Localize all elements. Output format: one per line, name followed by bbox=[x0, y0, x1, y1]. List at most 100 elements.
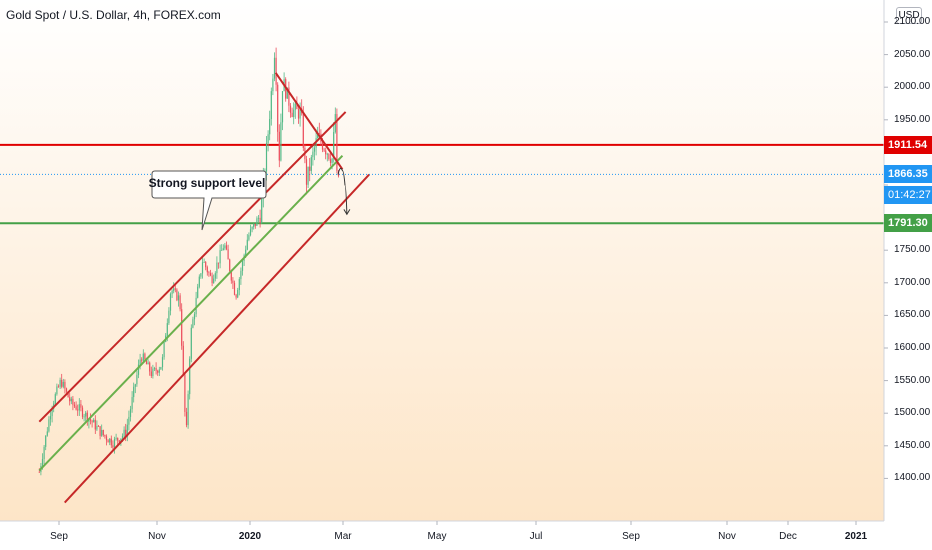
candle-body bbox=[280, 122, 282, 161]
candle-body bbox=[237, 290, 239, 298]
x-tick-label: May bbox=[427, 531, 447, 542]
candle-body bbox=[62, 381, 64, 387]
candle-body bbox=[329, 159, 332, 163]
candle-body bbox=[261, 197, 263, 224]
candle-body bbox=[331, 158, 333, 163]
candle-body bbox=[141, 359, 143, 361]
candle-body bbox=[297, 109, 300, 119]
candle-body bbox=[83, 416, 85, 418]
candle-body bbox=[310, 157, 312, 171]
candle-body bbox=[177, 295, 180, 301]
candle-body bbox=[137, 364, 140, 375]
x-tick-label: Sep bbox=[622, 531, 640, 542]
candle-body bbox=[112, 445, 114, 448]
descending-resistance-line bbox=[274, 72, 344, 170]
candle-body bbox=[307, 166, 309, 185]
candle-body bbox=[217, 262, 220, 264]
candle-body bbox=[72, 398, 74, 405]
candle-body bbox=[245, 249, 247, 256]
candle-body bbox=[97, 426, 100, 427]
candle-body bbox=[302, 113, 304, 148]
candle-body bbox=[286, 87, 288, 99]
callout-text: Strong support level bbox=[148, 176, 266, 190]
candle-body bbox=[305, 159, 308, 185]
candle-body bbox=[67, 391, 69, 398]
candle-body bbox=[200, 273, 202, 277]
candle-body bbox=[253, 223, 255, 227]
resistance-level-badge: 1911.54 bbox=[884, 135, 932, 154]
candle-body bbox=[73, 404, 76, 407]
candle-body bbox=[219, 250, 221, 264]
candle-body bbox=[336, 114, 338, 171]
candle-body bbox=[326, 153, 328, 155]
candle-body bbox=[197, 286, 199, 298]
candle-body bbox=[299, 108, 301, 119]
y-tick-label: 1450.00 bbox=[894, 439, 931, 451]
candle-body bbox=[91, 420, 93, 423]
candle-body bbox=[272, 78, 274, 92]
candle-body bbox=[281, 91, 284, 123]
candle-body bbox=[109, 438, 111, 443]
candle-body bbox=[206, 267, 208, 273]
bar-countdown-badge: 01:42:27 bbox=[884, 186, 932, 205]
candle-body bbox=[56, 386, 58, 395]
candle-body bbox=[123, 429, 125, 436]
candle-body bbox=[125, 429, 127, 437]
callout[interactable] bbox=[151, 170, 267, 231]
candle-body bbox=[78, 404, 80, 411]
y-tick-label: 2000.00 bbox=[894, 81, 931, 93]
callout-bubble[interactable] bbox=[151, 170, 267, 231]
candle-body bbox=[152, 368, 154, 376]
y-tick-label: 1400.00 bbox=[894, 472, 931, 484]
candle-body bbox=[256, 218, 258, 226]
candle-body bbox=[61, 379, 63, 387]
candle-body bbox=[48, 419, 50, 432]
candle-body bbox=[166, 323, 168, 336]
candle-body bbox=[333, 132, 335, 159]
y-tick-label: 2050.00 bbox=[894, 48, 931, 60]
candle-body bbox=[198, 276, 200, 287]
candle-body bbox=[101, 430, 103, 436]
candle-body bbox=[136, 374, 138, 385]
trend-lines[interactable] bbox=[38, 72, 370, 504]
price-scale-background bbox=[884, 0, 932, 550]
candle-body bbox=[126, 424, 128, 437]
candle-body bbox=[182, 345, 184, 375]
channel-mid-line bbox=[38, 154, 344, 472]
projection-path bbox=[337, 167, 351, 216]
candle-body bbox=[139, 359, 141, 365]
y-tick-label: 1950.00 bbox=[894, 113, 931, 125]
candle-body bbox=[54, 394, 56, 404]
candle-body bbox=[265, 143, 268, 172]
candle-body bbox=[43, 446, 45, 459]
candle-body bbox=[213, 278, 215, 284]
candle-body bbox=[176, 289, 178, 301]
candle-body bbox=[249, 229, 252, 236]
x-tick-label: Dec bbox=[779, 531, 797, 542]
candle-body bbox=[120, 438, 122, 443]
candle-body bbox=[205, 262, 207, 268]
candle-body bbox=[227, 249, 229, 260]
candle-body bbox=[59, 379, 61, 387]
candle-body bbox=[145, 359, 148, 365]
candle-body bbox=[273, 57, 276, 79]
candle-body bbox=[259, 217, 261, 224]
candle-body bbox=[117, 437, 119, 441]
channel-upper-line bbox=[38, 111, 347, 423]
horizontal-levels bbox=[0, 143, 884, 225]
candle-body bbox=[184, 374, 186, 412]
candle-body bbox=[129, 409, 132, 417]
candle-body bbox=[107, 440, 109, 443]
y-tick-label: 1750.00 bbox=[894, 244, 931, 256]
candle-body bbox=[158, 369, 160, 373]
plot-background bbox=[0, 0, 884, 521]
currency-button[interactable]: USD bbox=[896, 7, 922, 24]
candle-body bbox=[216, 262, 218, 274]
candle-body bbox=[187, 394, 189, 426]
candle-body bbox=[179, 295, 181, 310]
x-tick-label: 2020 bbox=[238, 531, 262, 542]
candle-body bbox=[201, 262, 204, 274]
candle-body bbox=[93, 419, 95, 423]
